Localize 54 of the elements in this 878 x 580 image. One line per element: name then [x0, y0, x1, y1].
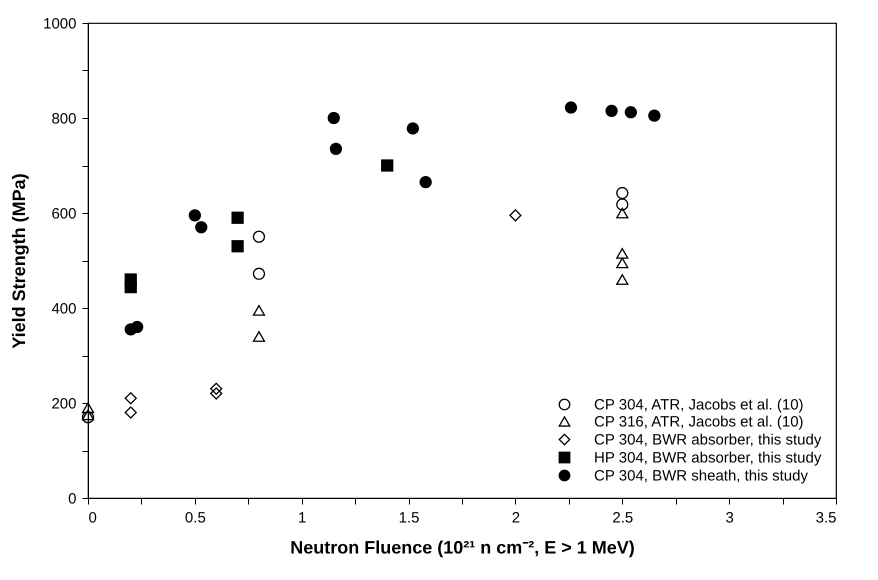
point [195, 221, 208, 234]
point [564, 101, 578, 114]
point [82, 409, 94, 420]
x-axis-title: Neutron Fluence (10²¹ n cm⁻², E > 1 MeV) [290, 538, 635, 558]
point [82, 411, 94, 424]
x-tick-label: 0.5 [184, 510, 206, 526]
y-tick-label: 1000 [43, 16, 76, 32]
point [328, 112, 340, 124]
point [252, 331, 266, 342]
y-axis-title: Yield Strength (MPa) [9, 173, 30, 349]
point [252, 230, 266, 243]
x-tick-label: 3 [725, 510, 734, 526]
legend-label: CP 304, ATR, Jacobs et al. (10) [594, 396, 804, 414]
x-tick-label: 2.5 [612, 510, 634, 526]
y-tick-label: 0 [68, 490, 76, 508]
point [124, 406, 137, 419]
point [330, 142, 342, 155]
point [252, 268, 266, 280]
y-tick-label: 600 [51, 206, 76, 222]
x-tick-label: 2 [512, 510, 520, 526]
point [648, 110, 660, 122]
x-tick-label: 1.5 [398, 510, 420, 526]
point [616, 208, 628, 218]
point [616, 198, 628, 211]
point [616, 248, 628, 259]
point [231, 240, 244, 252]
point [131, 320, 144, 334]
point [624, 106, 637, 118]
point [82, 402, 94, 414]
x-tick-label: 0 [88, 510, 97, 526]
point [252, 304, 266, 316]
x-tick-label: 1 [298, 510, 306, 526]
point [605, 104, 618, 117]
point [616, 257, 628, 268]
legend-label: HP 304, BWR absorber, this study [594, 450, 822, 466]
legend-label: CP 304, BWR absorber, this study [594, 432, 822, 448]
y-tick-label: 200 [51, 396, 76, 412]
x-tick-label: 3.5 [816, 510, 836, 526]
point [616, 186, 628, 200]
point [231, 212, 244, 224]
y-tick-label: 800 [51, 110, 76, 128]
point [210, 387, 222, 400]
point [124, 280, 137, 294]
point [509, 209, 522, 222]
y-tick-label: 400 [51, 300, 76, 318]
point [420, 176, 432, 188]
legend-label: CP 304, BWR sheath, this study [594, 468, 808, 484]
point [406, 122, 419, 135]
point [210, 382, 222, 395]
point [188, 209, 201, 222]
point [124, 392, 137, 404]
point [616, 274, 628, 285]
point [381, 159, 394, 172]
legend-label: CP 316, ATR, Jacobs et al. (10) [594, 414, 804, 430]
